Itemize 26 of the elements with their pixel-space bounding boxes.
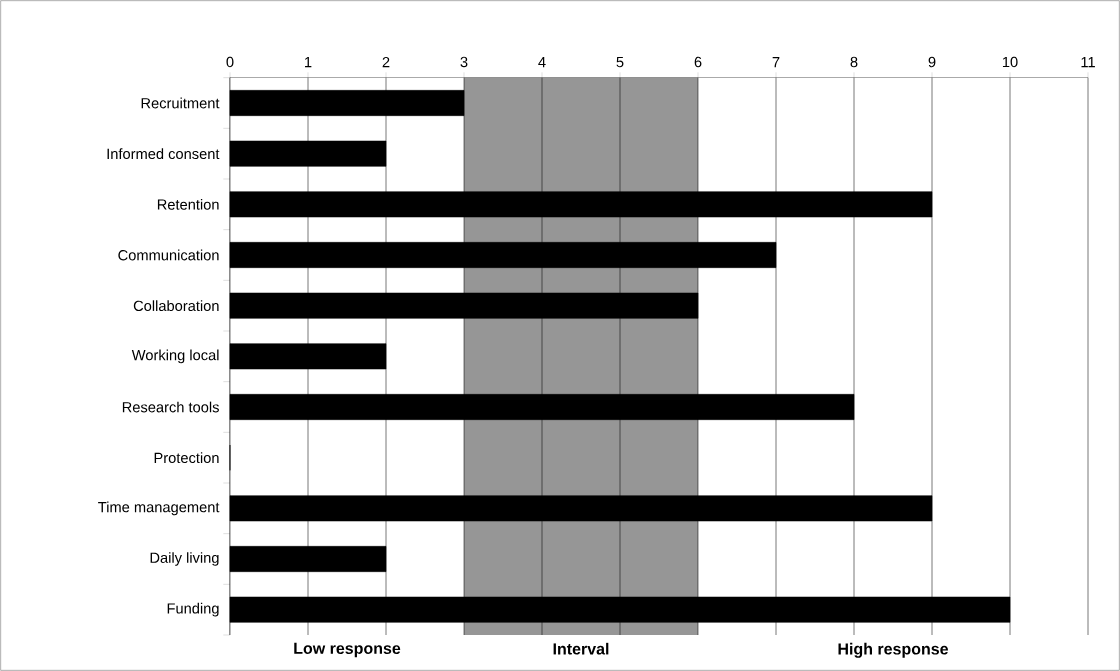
y-tick-label: Collaboration <box>133 300 219 312</box>
x-tick-label: 9 <box>928 56 936 68</box>
y-tick-label: Informed consent <box>107 148 220 160</box>
x-tick-label: 8 <box>850 56 858 68</box>
band-label: Interval <box>553 642 609 655</box>
x-tick-label: 5 <box>616 56 624 68</box>
y-tick-label: Retention <box>157 198 219 210</box>
x-tick-label: 3 <box>460 56 468 68</box>
x-tick-label: 0 <box>226 56 234 68</box>
y-tick-label: Working local <box>131 349 219 364</box>
x-tick-label: 11 <box>1081 57 1095 68</box>
y-tick-label: Time management <box>98 501 220 516</box>
y-tick-label: Funding <box>167 602 219 617</box>
y-tick-label: Communication <box>118 249 219 261</box>
y-tick-label: Daily living <box>150 552 219 566</box>
x-tick-label: 10 <box>1002 56 1018 68</box>
y-tick-label: Protection <box>154 452 219 464</box>
x-tick-label: 4 <box>538 57 546 68</box>
x-tick-label: 2 <box>382 56 390 68</box>
x-tick-label: 7 <box>772 57 780 68</box>
x-tick-label: 1 <box>305 57 312 68</box>
y-tick-label: Research tools <box>122 401 219 413</box>
y-tick-label: Recruitment <box>141 97 220 109</box>
band-label: Low response <box>294 642 401 658</box>
band-label: High response <box>838 642 949 658</box>
x-tick-label: 6 <box>694 56 702 68</box>
